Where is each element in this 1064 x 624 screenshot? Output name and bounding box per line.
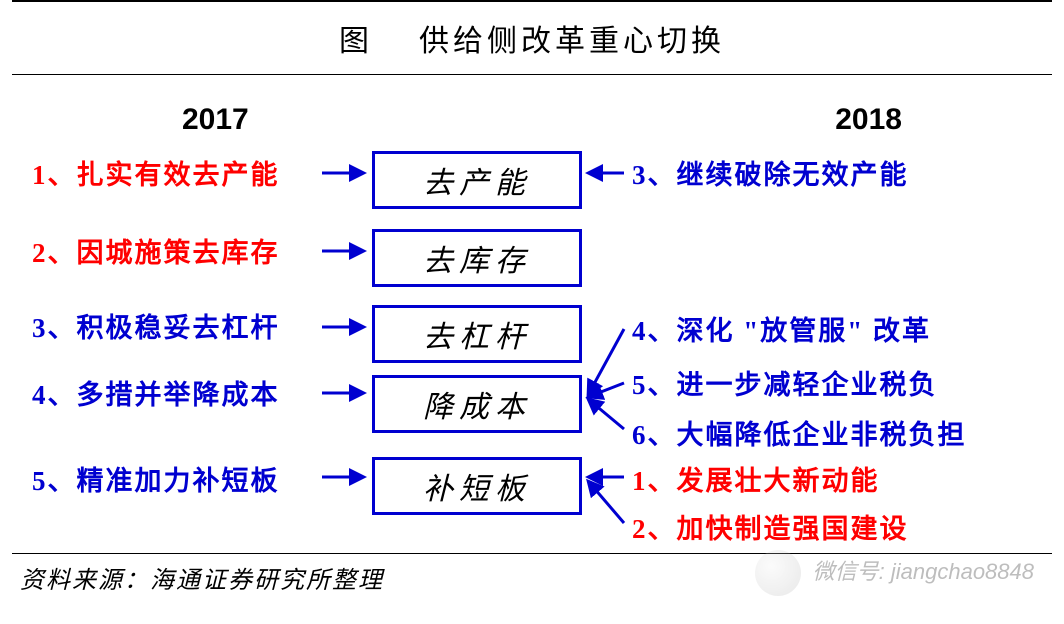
year-left: 2017: [182, 103, 249, 137]
right-item-5: 2、加快制造强国建设: [632, 513, 909, 545]
center-box-0: 去产能: [372, 151, 582, 209]
left-item-2: 3、积极稳妥去杠杆: [32, 312, 280, 344]
center-box-4: 补短板: [372, 457, 582, 515]
year-right: 2018: [835, 103, 902, 137]
right-item-1: 4、深化 "放管服" 改革: [632, 315, 931, 347]
title-text: 图 供给侧改革重心切换: [12, 16, 1052, 60]
title-bar: 图 供给侧改革重心切换: [12, 0, 1052, 75]
left-item-4: 5、精准加力补短板: [32, 465, 280, 497]
watermark-text: 微信号: jiangchao8848: [813, 559, 1034, 584]
watermark: 微信号: jiangchao8848: [755, 550, 1034, 596]
right-item-2: 5、进一步减轻企业税负: [632, 369, 938, 401]
diagram-area: 1、扎实有效去产能 2、因城施策去库存 3、积极稳妥去杠杆 4、多措并举降成本 5、精准…: [12, 147, 1052, 547]
right-item-3: 6、大幅降低企业非税负担: [632, 419, 967, 451]
left-item-3: 4、多措并举降成本: [32, 379, 280, 411]
center-box-3: 降成本: [372, 375, 582, 433]
diagram-container: 图 供给侧改革重心切换 2017 2018 1、扎实有效去产能 2、因城施策去库存…: [0, 0, 1064, 624]
center-box-2: 去杠杆: [372, 305, 582, 363]
arrow: [588, 399, 624, 429]
left-item-1: 2、因城施策去库存: [32, 237, 280, 269]
year-row: 2017 2018: [12, 103, 1052, 137]
arrow: [588, 481, 624, 523]
title-main: 供给侧改革重心切换: [419, 25, 725, 58]
right-item-4: 1、发展壮大新动能: [632, 465, 880, 497]
arrow: [588, 329, 624, 395]
left-item-0: 1、扎实有效去产能: [32, 159, 280, 191]
center-box-1: 去库存: [372, 229, 582, 287]
title-prefix: 图: [339, 25, 373, 58]
wechat-icon: [755, 550, 801, 596]
arrow: [588, 383, 624, 397]
right-item-0: 3、继续破除无效产能: [632, 159, 909, 191]
